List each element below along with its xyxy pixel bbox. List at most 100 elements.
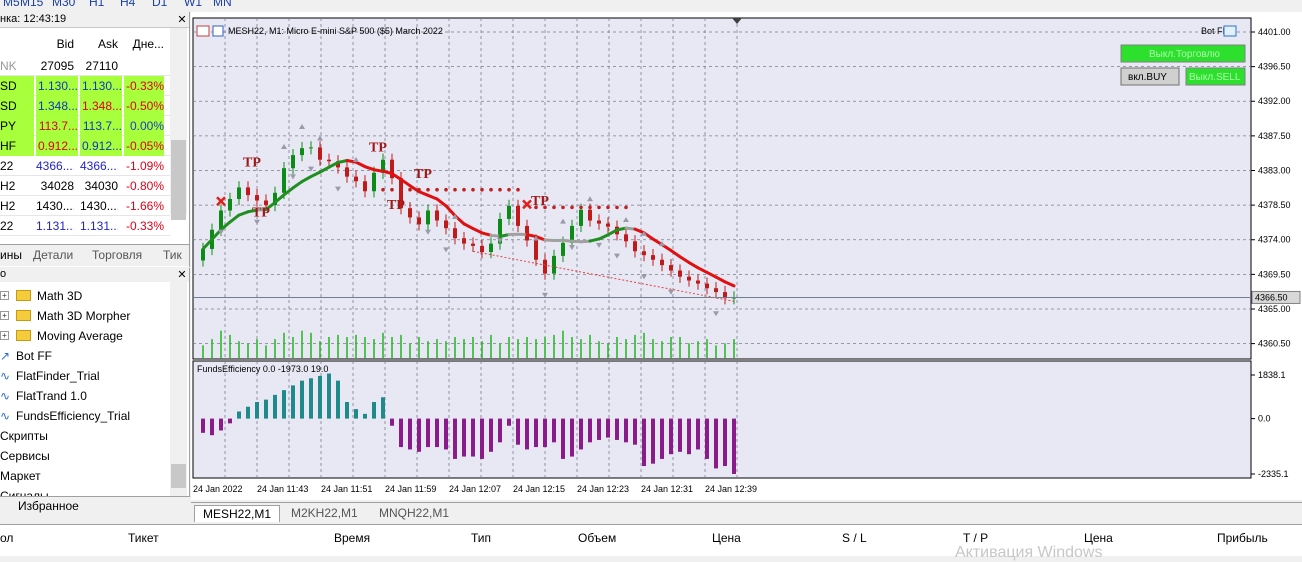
market-watch-ask: 0.912... <box>80 136 122 156</box>
expert-advisor-icon: ↗ <box>0 346 10 366</box>
volume-bar <box>292 337 294 358</box>
funds-efficiency-bar <box>615 419 619 440</box>
take-profit-dot <box>489 188 493 192</box>
close-icon[interactable]: ✕ <box>176 269 188 281</box>
candle <box>363 181 367 191</box>
timeframe-w1[interactable]: W1 <box>184 0 202 9</box>
column-ticket[interactable]: Тикет <box>128 531 159 545</box>
funds-efficiency-bar <box>624 419 628 443</box>
close-icon[interactable]: ✕ <box>176 14 188 26</box>
volume-bar <box>382 333 384 358</box>
volume-bar <box>571 337 573 358</box>
price-label: 4392.00 <box>1258 96 1291 106</box>
volume-bar <box>643 333 645 358</box>
column-daily-change[interactable]: Дне... <box>124 34 164 54</box>
column-type[interactable]: Тип <box>471 531 491 545</box>
column-price[interactable]: Цена <box>712 531 741 545</box>
timeframe-h1[interactable]: H1 <box>89 0 104 9</box>
chart-tab-m2kh22[interactable]: M2KH22,M1 <box>283 505 366 522</box>
candle <box>480 246 484 252</box>
market-watch-row[interactable]: 221.131....1.131....-0.33% <box>0 216 170 236</box>
column-time[interactable]: Время <box>334 531 370 545</box>
navigator-panel: о ✕ +Math 3D+Math 3D Morpher+Moving Aver… <box>0 268 190 496</box>
price-label: 4360.50 <box>1258 339 1291 349</box>
scrollbar-thumb[interactable] <box>171 140 186 220</box>
market-watch-scrollbar[interactable] <box>170 28 187 214</box>
funds-efficiency-bar <box>516 419 520 445</box>
timeframe-m15[interactable]: M15 <box>20 0 43 9</box>
expand-icon[interactable]: + <box>0 291 9 300</box>
take-profit-dot <box>615 206 619 210</box>
candle <box>489 244 493 252</box>
volume-bar <box>562 331 564 358</box>
column-ask[interactable]: Ask <box>80 34 118 54</box>
take-profit-dot <box>588 206 592 210</box>
funds-efficiency-bar <box>417 419 421 452</box>
column-sl[interactable]: S / L <box>842 531 867 545</box>
navigator-group-label: Маркет <box>0 466 41 486</box>
indicator-icon: ∿ <box>0 406 10 426</box>
column-current-price[interactable]: Цена <box>1084 531 1113 545</box>
expand-icon[interactable]: + <box>0 331 9 340</box>
take-profit-label: TP <box>252 206 270 221</box>
column-tp[interactable]: T / P <box>963 531 988 545</box>
market-watch-change: 0.00% <box>124 116 164 136</box>
market-watch-ask: 1.130... <box>80 76 122 96</box>
tab-details[interactable]: Детали <box>33 248 73 262</box>
funds-efficiency-bar <box>471 419 475 457</box>
column-volume[interactable]: Объем <box>578 531 616 545</box>
volume-bar <box>409 343 411 358</box>
candle <box>444 221 448 229</box>
timeframe-m30[interactable]: M30 <box>52 0 75 9</box>
funds-efficiency-bar <box>237 411 241 418</box>
volume-bar <box>616 337 618 358</box>
indicator-area[interactable] <box>193 361 1251 478</box>
column-bid[interactable]: Bid <box>36 34 74 54</box>
price-chart[interactable]: 4401.004396.504392.004387.504383.004378.… <box>191 12 1302 500</box>
indicator-icon: ∿ <box>0 386 10 406</box>
tab-trading[interactable]: Торговля <box>92 248 142 262</box>
trade-terminal-header: ол Тикет Время Тип Объем Цена S / L T / … <box>0 524 1302 556</box>
chart-menu-icon[interactable] <box>197 26 209 36</box>
tab-symbols[interactable]: ины <box>0 248 22 262</box>
timeframe-d1[interactable]: D1 <box>152 0 167 9</box>
timeframe-m5[interactable]: M5 <box>3 0 20 9</box>
navigator-group-label: Сигналы <box>0 486 49 496</box>
funds-efficiency-bar <box>489 419 493 452</box>
market-watch-header: Bid Ask Дне... <box>0 34 170 54</box>
column-profit[interactable]: Прибыль <box>1217 531 1268 545</box>
column-symbol[interactable]: ол <box>0 531 13 545</box>
navigator-item-label: FundsEfficiency_Trial <box>16 406 130 426</box>
price-label: 4378.50 <box>1258 200 1291 210</box>
market-watch-row[interactable]: H221430....1430....-1.66% <box>0 196 170 216</box>
navigator-item-label: Math 3D <box>37 286 82 306</box>
market-watch-row[interactable]: H223402834030-0.80% <box>0 176 170 196</box>
timeframe-mn[interactable]: MN <box>213 0 232 9</box>
tab-favorites[interactable]: Избранное <box>18 499 79 513</box>
chart-tab-mesh22[interactable]: MESH22,M1 <box>194 505 280 522</box>
timeframe-h4[interactable]: H4 <box>120 0 135 9</box>
candle <box>651 255 655 260</box>
navigator-group-label: Скрипты <box>0 426 48 446</box>
chart-tab-mnqh22[interactable]: MNQH22,M1 <box>371 505 457 522</box>
folder-icon <box>16 330 31 341</box>
navigator-scrollbar[interactable] <box>170 282 187 496</box>
candle <box>507 206 511 219</box>
volume-bar <box>220 331 222 358</box>
windows-activation-watermark: Активация Windows <box>955 544 1102 562</box>
expand-icon[interactable]: + <box>0 311 9 320</box>
funds-efficiency-bar <box>201 419 205 433</box>
main-chart-area[interactable] <box>193 18 1251 359</box>
volume-bar <box>544 337 546 358</box>
scrollbar-thumb[interactable] <box>171 464 186 488</box>
tab-ticks[interactable]: Тик <box>163 248 182 262</box>
volume-bar <box>589 335 591 358</box>
